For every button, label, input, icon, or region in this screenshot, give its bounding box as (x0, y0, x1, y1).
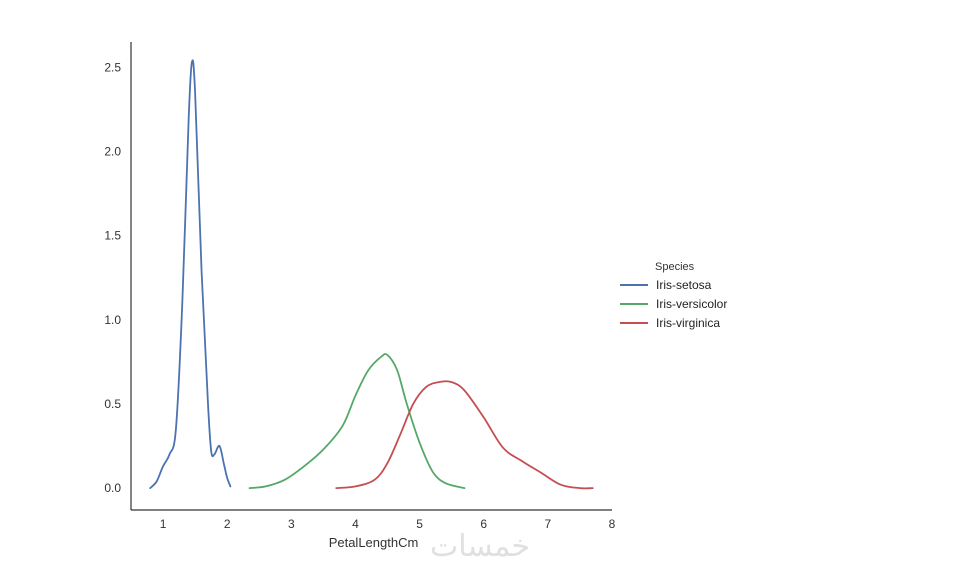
y-tick-label: 2.0 (104, 144, 121, 158)
x-tick-label: 1 (160, 517, 167, 531)
legend-label-iris-virginica: Iris-virginica (656, 316, 720, 330)
x-tick-label: 8 (609, 517, 616, 531)
y-tick-label: 0.5 (104, 397, 121, 411)
y-tick-label: 1.5 (104, 229, 121, 243)
x-tick-label: 3 (288, 517, 295, 531)
legend-label-iris-setosa: Iris-setosa (656, 278, 712, 292)
series-lines (149, 59, 594, 490)
watermark: خمسات (430, 529, 530, 564)
x-ticks: 1 2 3 4 5 6 7 8 (160, 517, 616, 531)
series-line-iris-virginica (335, 380, 594, 490)
y-ticks: 0.0 0.5 1.0 1.5 2.0 2.5 (104, 60, 121, 495)
x-tick-label: 4 (352, 517, 359, 531)
x-axis-label: PetalLengthCm (329, 535, 419, 550)
legend-label-iris-versicolor: Iris-versicolor (656, 297, 727, 311)
y-tick-label: 0.0 (104, 481, 121, 495)
legend-title: Species (655, 261, 695, 273)
x-tick-label: 2 (224, 517, 231, 531)
series-line-iris-versicolor (248, 353, 466, 489)
y-tick-label: 2.5 (104, 60, 121, 74)
x-tick-label: 6 (480, 517, 487, 531)
legend: Species Iris-setosa Iris-versicolor Iris-v… (620, 261, 727, 330)
axes (130, 42, 612, 511)
x-tick-label: 7 (545, 517, 552, 531)
y-tick-label: 1.0 (104, 313, 121, 327)
series-line-iris-setosa (149, 59, 232, 489)
x-tick-label: 5 (416, 517, 423, 531)
legend-items: Iris-setosa Iris-versicolor Iris-virginica (620, 278, 727, 330)
